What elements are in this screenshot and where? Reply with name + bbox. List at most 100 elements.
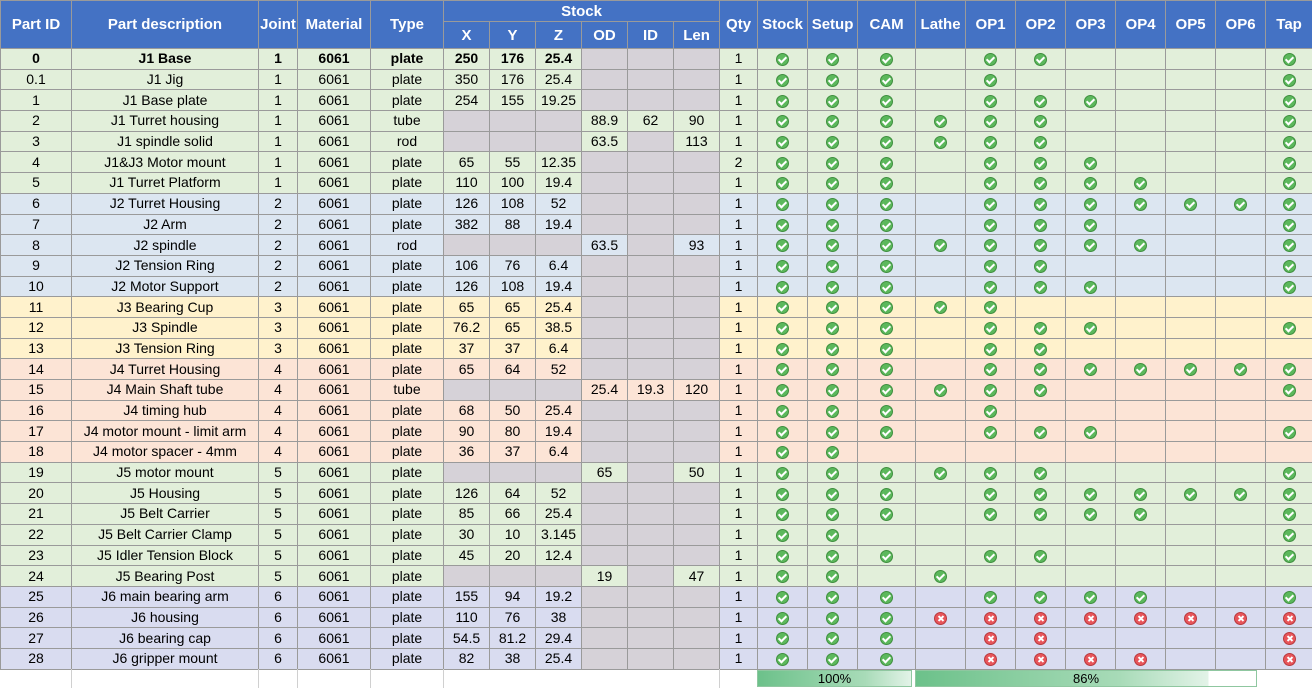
cell-status-op5[interactable] [1165,316,1217,339]
cell-joint[interactable]: 3 [258,316,298,339]
cell-type[interactable]: rod [370,130,444,153]
cell-stock-od[interactable]: 63.5 [581,130,628,153]
cell-status-op2[interactable] [1015,565,1067,587]
cell-stock-x[interactable]: 126 [443,275,490,298]
cell-status-cam[interactable] [857,234,917,256]
cell-joint[interactable]: 6 [258,606,298,629]
cell-status-cam[interactable] [857,68,917,91]
cell-status-lathe[interactable] [915,482,967,505]
cell-status-op2[interactable] [1015,130,1067,153]
cell-stock-id[interactable] [627,482,674,505]
cell-type[interactable]: rod [370,234,444,256]
cell-status-lathe[interactable] [915,275,967,298]
cell-stock-y[interactable]: 80 [489,420,536,443]
cell-status-op1[interactable] [965,647,1017,670]
header-qty[interactable]: Qty [719,0,759,49]
cell-status-op6[interactable] [1215,172,1267,194]
cell-status-tap[interactable] [1265,213,1312,236]
cell-part-id[interactable]: 0 [0,48,72,70]
cell-status-op2[interactable] [1015,399,1067,422]
cell-status-op5[interactable] [1165,89,1217,112]
header-od[interactable]: OD [581,21,628,49]
cell-part-id[interactable]: 12 [0,316,72,339]
cell-stock-id[interactable] [627,68,674,91]
cell-status-lathe[interactable] [915,151,967,174]
cell-type[interactable]: plate [370,316,444,339]
cell-status-op4[interactable] [1115,296,1167,318]
cell-part-description[interactable]: J1 Base [71,48,259,70]
cell-status-setup[interactable] [807,358,859,380]
cell-status-op2[interactable] [1015,48,1067,70]
cell-stock-y[interactable]: 64 [489,358,536,380]
cell-status-op1[interactable] [965,89,1017,112]
cell-part-description[interactable]: J6 gripper mount [71,647,259,670]
cell-status-op4[interactable] [1115,482,1167,505]
cell-stock-z[interactable]: 25.4 [535,68,582,91]
cell-status-stock[interactable] [757,441,809,463]
cell-type[interactable]: tube [370,110,444,132]
cell-part-description[interactable]: J2 spindle [71,234,259,256]
cell-part-description[interactable]: J1 Jig [71,68,259,91]
cell-stock-z[interactable]: 25.4 [535,296,582,318]
cell-status-op4[interactable] [1115,172,1167,194]
cell-stock-x[interactable]: 106 [443,254,490,277]
cell-status-tap[interactable] [1265,461,1312,484]
cell-status-op2[interactable] [1015,234,1067,256]
cell-stock-y[interactable] [489,461,536,484]
cell-qty[interactable]: 1 [719,544,759,567]
cell-status-op6[interactable] [1215,399,1267,422]
cell-status-op4[interactable] [1115,89,1167,112]
cell-stock-x[interactable]: 110 [443,606,490,629]
cell-status-op4[interactable] [1115,461,1167,484]
table-row[interactable]: 25 J6 main bearing arm 6 6061 plate 155 94 19.2… [0,585,1312,608]
cell-type[interactable]: plate [370,585,444,608]
cell-joint[interactable]: 4 [258,399,298,422]
cell-stock-x[interactable] [443,379,490,401]
cell-status-lathe[interactable] [915,172,967,194]
cell-stock-len[interactable] [672,172,721,194]
cell-status-op5[interactable] [1165,48,1217,70]
cell-stock-z[interactable]: 52 [535,192,582,215]
cell-status-setup[interactable] [807,130,859,153]
cell-status-op4[interactable] [1115,234,1167,256]
cell-status-op5[interactable] [1165,379,1217,401]
cell-status-op1[interactable] [965,420,1017,443]
cell-stock-od[interactable] [581,482,628,505]
cell-part-id[interactable]: 8 [0,234,72,256]
cell-stock-id[interactable] [627,399,674,422]
cell-status-cam[interactable] [857,503,917,525]
cell-status-op4[interactable] [1115,585,1167,608]
cell-stock-id[interactable] [627,296,674,318]
cell-status-op3[interactable] [1065,379,1117,401]
cell-status-tap[interactable] [1265,89,1312,112]
cell-part-description[interactable]: J6 bearing cap [71,627,259,649]
table-row[interactable]: 21 J5 Belt Carrier 5 6061 plate 85 66 25.4 1 [0,503,1312,525]
table-row[interactable]: 23 J5 Idler Tension Block 5 6061 plate 45 20 12… [0,544,1312,567]
cell-stock-od[interactable] [581,296,628,318]
cell-status-cam[interactable] [857,627,917,649]
cell-part-description[interactable]: J5 Housing [71,482,259,505]
cell-material[interactable]: 6061 [297,503,371,525]
cell-status-lathe[interactable] [915,68,967,91]
cell-stock-z[interactable] [535,234,582,256]
header-status-op6[interactable]: OP6 [1215,0,1267,49]
cell-part-id[interactable]: 14 [0,358,72,380]
cell-status-stock[interactable] [757,420,809,443]
cell-stock-y[interactable] [489,565,536,587]
cell-stock-len[interactable] [672,316,721,339]
cell-status-op2[interactable] [1015,482,1067,505]
cell-part-description[interactable]: J4 motor spacer - 4mm [71,441,259,463]
table-row[interactable]: 18 J4 motor spacer - 4mm 4 6061 plate 36 37 6.4… [0,441,1312,463]
cell-status-tap[interactable] [1265,337,1312,360]
cell-stock-id[interactable] [627,358,674,380]
cell-status-op2[interactable] [1015,110,1067,132]
cell-stock-z[interactable]: 6.4 [535,254,582,277]
cell-status-op4[interactable] [1115,275,1167,298]
table-row[interactable]: 1 J1 Base plate 1 6061 plate 254 155 19.25 1 [0,89,1312,112]
cell-status-op3[interactable] [1065,234,1117,256]
cell-stock-id[interactable]: 62 [627,110,674,132]
cell-stock-id[interactable] [627,585,674,608]
cell-stock-x[interactable] [443,110,490,132]
table-row[interactable]: 28 J6 gripper mount 6 6061 plate 82 38 25.4 1 [0,647,1312,670]
cell-status-stock[interactable] [757,358,809,380]
